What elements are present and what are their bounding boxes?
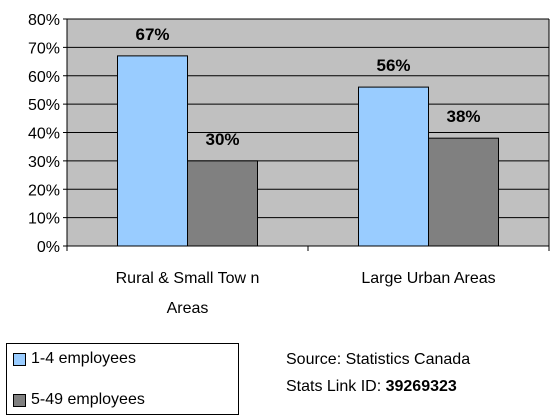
x-category-label: Large Urban Areas	[361, 270, 495, 287]
labels: 0% 10% 20% 30% 40% 50% 60% 70% 80% 67% 30% Rural & …	[28, 12, 496, 317]
source-note: Source: Statistics Canada Stats Link ID:…	[286, 346, 470, 400]
y-tick-label: 40%	[28, 126, 60, 143]
data-label: 67%	[135, 25, 169, 44]
y-tick-label: 30%	[28, 154, 60, 171]
y-tick-label: 80%	[28, 12, 60, 29]
axes	[63, 18, 550, 251]
stats-link-id: 39269323	[385, 378, 457, 395]
bar	[187, 160, 258, 247]
legend-swatch-series-1	[13, 352, 26, 366]
x-category-label: Rural & Small Tow n	[116, 270, 260, 287]
y-tick-label: 20%	[28, 182, 60, 199]
legend-label-series-2: 5-49 employees	[31, 391, 145, 408]
bars	[117, 55, 499, 247]
legend-item-series-2: 5-49 employees	[13, 391, 145, 409]
y-tick-label: 50%	[28, 97, 60, 114]
source-line: Source: Statistics Canada	[286, 351, 471, 368]
data-label: 38%	[446, 107, 480, 126]
legend-label-series-1: 1-4 employees	[31, 350, 136, 367]
stats-link-line: Stats Link ID: 39269323	[286, 373, 470, 400]
y-tick-label: 60%	[28, 69, 60, 86]
y-tick-label: 70%	[28, 40, 60, 57]
bar	[358, 86, 429, 247]
legend-item-series-1: 1-4 employees	[13, 350, 136, 368]
y-tick-label: 0%	[37, 239, 60, 256]
bar	[428, 137, 499, 247]
stats-link-prefix: Stats Link ID:	[286, 378, 386, 395]
data-label: 56%	[376, 56, 410, 75]
bar	[117, 55, 188, 247]
y-tick-label: 10%	[28, 211, 60, 228]
data-label: 30%	[205, 130, 239, 149]
legend: 1-4 employees 5-49 employees	[6, 343, 239, 415]
x-category-label: Areas	[167, 300, 209, 317]
legend-swatch-series-2	[13, 393, 26, 407]
